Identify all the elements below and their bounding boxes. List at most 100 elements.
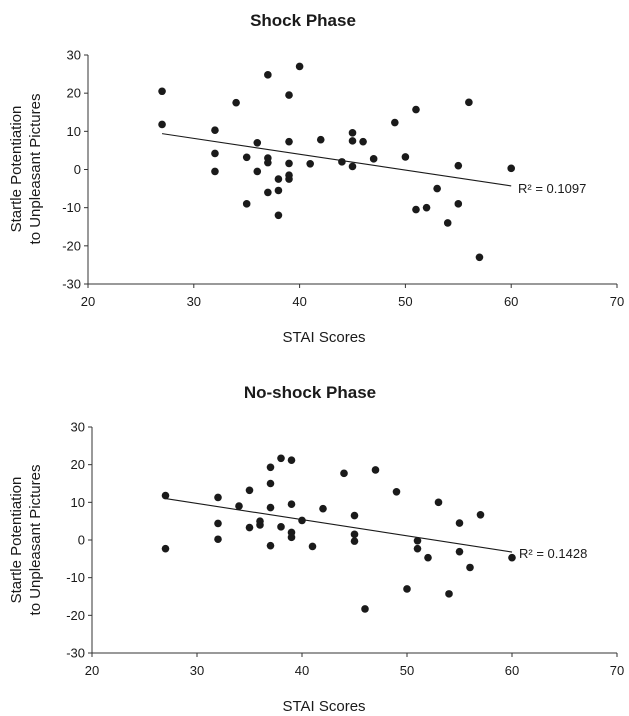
data-point [412, 205, 420, 214]
data-point [403, 585, 411, 593]
y-tick-label: -30 [66, 646, 85, 661]
data-point [287, 533, 296, 542]
data-point [445, 590, 453, 598]
data-point [350, 511, 359, 520]
data-point [277, 523, 285, 531]
data-point [401, 153, 410, 161]
data-point [277, 454, 285, 463]
data-point [242, 153, 251, 162]
y-ticks: 30 20 10 0 -10 -20 -30 [62, 48, 88, 292]
data-point [214, 493, 222, 502]
data-point [348, 137, 357, 145]
chart-title: Shock Phase [250, 11, 356, 30]
r-squared-label: R² = 0.1428 [519, 546, 587, 561]
data-point [285, 175, 293, 183]
x-tick-label: 20 [81, 294, 95, 309]
data-point [507, 164, 515, 173]
data-point [455, 519, 464, 527]
x-tick-label: 60 [504, 294, 518, 309]
data-point [287, 500, 296, 509]
data-point [319, 504, 327, 513]
data-point [161, 491, 170, 500]
data-point [422, 203, 431, 212]
data-point [369, 155, 378, 163]
data-point [158, 120, 166, 129]
data-point [256, 521, 264, 529]
trendline-group [161, 133, 512, 187]
data-point [465, 98, 473, 107]
data-point [466, 563, 474, 572]
data-point [298, 516, 306, 525]
x-axis-label: STAI Scores [282, 698, 365, 715]
data-point [211, 167, 219, 176]
y-tick-label: -20 [62, 238, 81, 253]
data-point [253, 138, 262, 147]
data-point [340, 469, 348, 478]
x-tick-label: 30 [187, 294, 201, 309]
trendline [165, 498, 513, 553]
data-point [508, 553, 516, 562]
trendline-group [165, 498, 513, 553]
data-point [264, 158, 272, 167]
y-ticks: 30 20 10 0 -10 -20 -30 [66, 420, 92, 661]
data-points [161, 454, 516, 613]
data-point [434, 498, 443, 507]
x-tick-label: 50 [400, 663, 414, 678]
data-point [392, 487, 401, 496]
data-point [361, 605, 369, 613]
x-tick-label: 60 [505, 663, 519, 678]
data-point [235, 502, 243, 510]
data-point [214, 519, 222, 528]
data-point [348, 162, 357, 171]
x-ticks: 20 30 40 50 60 70 [81, 284, 624, 309]
data-point [306, 159, 314, 168]
trendline [161, 133, 512, 187]
x-tick-label: 40 [295, 663, 309, 678]
data-point [266, 479, 275, 488]
x-axis-label: STAI Scores [282, 329, 365, 346]
y-axis-label-line2: to Unpleasant Pictures [27, 94, 44, 245]
y-tick-label: -10 [62, 200, 81, 215]
data-point [266, 541, 275, 550]
y-tick-label: 30 [67, 48, 81, 63]
chart-title: No-shock Phase [244, 383, 376, 402]
y-tick-label: 0 [74, 162, 81, 177]
data-point [287, 456, 296, 464]
data-point [455, 547, 464, 556]
data-point [424, 553, 432, 562]
x-tick-label: 50 [398, 294, 412, 309]
y-tick-label: 10 [67, 124, 81, 139]
data-point [454, 200, 463, 208]
data-point [266, 503, 275, 512]
data-point [264, 188, 272, 197]
data-point [211, 126, 219, 134]
data-point [242, 200, 251, 208]
data-point [359, 137, 367, 146]
data-point [391, 118, 399, 127]
data-point [214, 535, 222, 544]
x-tick-label: 40 [292, 294, 306, 309]
data-point [274, 211, 283, 220]
data-point [338, 158, 346, 166]
y-tick-label: 10 [71, 495, 85, 510]
x-tick-label: 30 [190, 663, 204, 678]
data-point [454, 161, 463, 170]
data-point [211, 149, 219, 158]
data-point [285, 91, 293, 99]
x-tick-label: 70 [610, 294, 624, 309]
data-point [274, 175, 283, 183]
data-point [253, 167, 262, 176]
data-point [413, 536, 422, 545]
r-squared-label: R² = 0.1097 [518, 181, 586, 196]
y-tick-label: -30 [62, 277, 81, 292]
data-point [295, 62, 304, 71]
data-point [412, 105, 420, 114]
data-point [475, 253, 484, 262]
data-point [285, 137, 293, 146]
data-point [443, 219, 452, 227]
x-tick-label: 20 [85, 663, 99, 678]
y-tick-label: 20 [71, 457, 85, 472]
x-ticks: 20 30 40 50 60 70 [85, 653, 624, 678]
y-axis-label-line2: to Unpleasant Pictures [27, 465, 44, 616]
